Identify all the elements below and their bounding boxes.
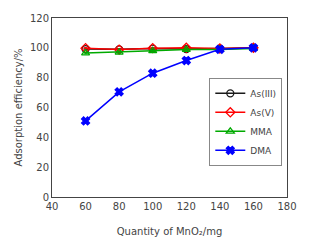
svg-text:DMA: DMA	[250, 146, 272, 156]
svg-text:80: 80	[36, 72, 49, 83]
svg-text:180: 180	[277, 201, 296, 212]
svg-text:MMA: MMA	[250, 127, 273, 137]
svg-text:120: 120	[177, 201, 196, 212]
svg-text:120: 120	[30, 13, 49, 24]
svg-text:100: 100	[30, 42, 49, 53]
svg-text:As(III): As(III)	[250, 89, 276, 99]
svg-text:40: 40	[36, 132, 49, 143]
svg-text:As(V): As(V)	[250, 108, 274, 118]
svg-text:Adsorption efficiency/%: Adsorption efficiency/%	[13, 48, 24, 166]
svg-text:80: 80	[113, 201, 126, 212]
svg-text:Quantity of MnO₂/mg: Quantity of MnO₂/mg	[117, 226, 223, 237]
svg-text:0: 0	[43, 192, 49, 203]
svg-text:40: 40	[46, 201, 59, 212]
svg-text:60: 60	[36, 102, 49, 113]
svg-text:100: 100	[143, 201, 162, 212]
svg-text:140: 140	[210, 201, 229, 212]
svg-text:20: 20	[36, 162, 49, 173]
svg-text:160: 160	[244, 201, 263, 212]
svg-text:60: 60	[79, 201, 92, 212]
